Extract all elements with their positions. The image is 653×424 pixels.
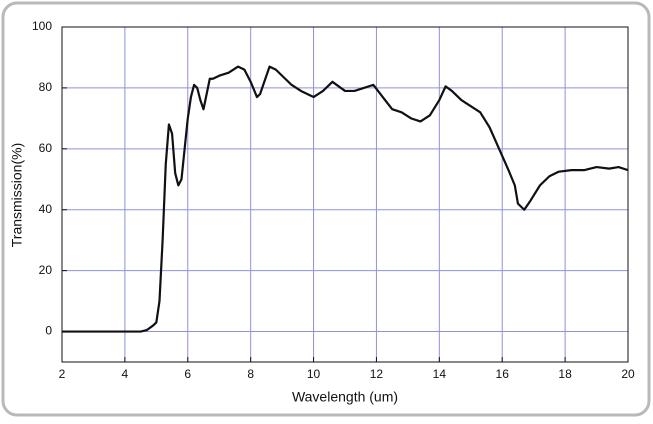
x-tick-label: 4 <box>122 367 129 381</box>
x-tick-label: 10 <box>307 367 321 381</box>
x-tick-label: 14 <box>433 367 447 381</box>
x-tick-label: 18 <box>558 367 572 381</box>
data-line <box>62 65 629 333</box>
y-tick-label: 60 <box>39 141 53 155</box>
y-axis-label: Transmission(%) <box>9 143 25 248</box>
plot-border <box>61 26 629 363</box>
x-tick-label: 8 <box>247 367 254 381</box>
y-tick-label: 80 <box>39 80 53 94</box>
x-tick-label: 20 <box>621 367 635 381</box>
y-tick-label: 40 <box>39 202 53 216</box>
x-tick-label: 6 <box>184 367 191 381</box>
y-tick-label: 0 <box>45 324 52 338</box>
y-tick-label: 20 <box>39 263 53 277</box>
x-axis-label: Wavelength (um) <box>292 389 398 405</box>
x-tick-label: 16 <box>496 367 510 381</box>
x-tick-label: 2 <box>59 367 66 381</box>
y-tick-label: 100 <box>32 19 52 33</box>
frame <box>1 1 651 417</box>
x-tick-label: 12 <box>370 367 384 381</box>
